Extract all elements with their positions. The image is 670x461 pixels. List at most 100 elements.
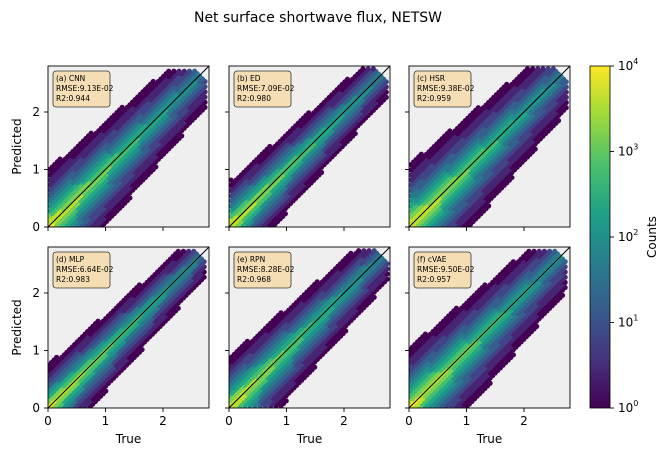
density-point xyxy=(185,248,192,254)
x-tick-label: 1 xyxy=(102,414,110,428)
density-point xyxy=(535,66,541,72)
density-point xyxy=(453,305,460,311)
density-point xyxy=(88,130,94,136)
density-point xyxy=(344,76,351,82)
panel-frame xyxy=(47,65,210,228)
x-tick-label: 1 xyxy=(283,414,291,428)
rmse-label: RMSE:8.28E-02 xyxy=(237,265,295,274)
metrics-box xyxy=(52,70,111,108)
x-tick-label: 2 xyxy=(159,414,167,428)
rmse-label: RMSE:7.09E-02 xyxy=(237,84,295,93)
density-point xyxy=(192,68,198,74)
identity-line xyxy=(228,246,391,409)
metrics-box xyxy=(52,251,111,289)
density-points xyxy=(409,66,569,227)
rmse-label: RMSE:6.64E-02 xyxy=(56,265,114,274)
density-point xyxy=(371,248,377,254)
density-point xyxy=(191,248,197,254)
density-point xyxy=(166,68,172,74)
density-point xyxy=(244,338,250,344)
identity-line xyxy=(408,65,571,228)
density-points xyxy=(229,66,389,227)
panel-label: (d) MLP xyxy=(56,255,85,264)
panel-frame xyxy=(408,65,571,228)
panel-label: (a) CNN xyxy=(56,74,85,83)
y-tick-label: 0 xyxy=(32,401,40,415)
r2-label: R2:0.944 xyxy=(56,94,90,103)
density-point xyxy=(267,143,273,150)
density-point xyxy=(360,66,366,72)
density-points xyxy=(48,248,207,408)
density-point xyxy=(422,331,428,337)
identity-line xyxy=(47,65,210,228)
x-axis-label: True xyxy=(296,432,323,446)
density-point xyxy=(181,68,187,74)
identity-line xyxy=(47,246,210,409)
panel-label: (c) HSR xyxy=(417,74,445,83)
density-point xyxy=(447,128,453,134)
density-point xyxy=(504,81,510,87)
density-point xyxy=(545,66,551,72)
panel-frame xyxy=(228,246,391,409)
density-point xyxy=(119,104,125,110)
identity-line xyxy=(228,65,391,228)
density-point xyxy=(530,66,536,72)
density-point xyxy=(95,318,101,324)
r2-label: R2:0.959 xyxy=(417,94,451,103)
r2-label: R2:0.968 xyxy=(237,275,271,284)
metrics-box xyxy=(233,251,292,289)
metrics-box xyxy=(413,70,472,108)
y-tick-label: 1 xyxy=(32,344,40,358)
panels: 0 1 2 Predicted (a) CNNRMSE:9.13E-02R2:0.944… xyxy=(10,65,571,446)
density-points xyxy=(229,248,390,408)
density-point xyxy=(370,66,376,72)
figure-title: Net surface shortwave flux, NETSW xyxy=(194,10,442,26)
x-tick-label: 2 xyxy=(340,414,348,428)
density-point xyxy=(356,248,362,254)
density-point xyxy=(229,177,234,183)
density-point xyxy=(418,151,424,157)
x-axis-label: True xyxy=(115,432,142,446)
panel-frame xyxy=(228,65,391,228)
rmse-label: RMSE:9.13E-02 xyxy=(56,84,114,93)
density-point xyxy=(176,68,182,74)
density-point xyxy=(150,78,156,85)
density-points xyxy=(48,68,208,227)
density-point xyxy=(54,354,60,360)
density-point xyxy=(365,66,371,72)
density-point xyxy=(278,310,284,316)
density-point xyxy=(361,248,367,254)
metrics-box xyxy=(233,70,292,108)
density-point xyxy=(540,66,546,72)
density-point xyxy=(171,68,177,74)
panel-label: (e) RPN xyxy=(237,255,265,264)
y-axis-label: Predicted xyxy=(10,299,24,355)
density-point xyxy=(550,66,556,72)
density-point xyxy=(180,248,187,254)
x-tick-label: 0 xyxy=(44,414,52,428)
x-tick-label: 0 xyxy=(225,414,233,428)
density-point xyxy=(524,66,531,72)
density-point xyxy=(348,250,354,256)
rmse-label: RMSE:9.38E-02 xyxy=(417,84,475,93)
density-point xyxy=(186,68,193,74)
panel-label: (b) ED xyxy=(237,74,261,83)
density-point xyxy=(57,156,63,162)
y-axis-label: Predicted xyxy=(10,118,24,174)
y-tick-label: 0 xyxy=(32,220,40,234)
y-tick-label: 2 xyxy=(32,105,40,119)
density-point xyxy=(306,110,312,116)
density-point xyxy=(136,282,143,288)
density-point xyxy=(175,248,181,254)
density-point xyxy=(475,105,481,111)
r2-label: R2:0.983 xyxy=(56,275,90,284)
y-tick-label: 1 xyxy=(32,163,40,177)
r2-label: R2:0.980 xyxy=(237,94,271,103)
